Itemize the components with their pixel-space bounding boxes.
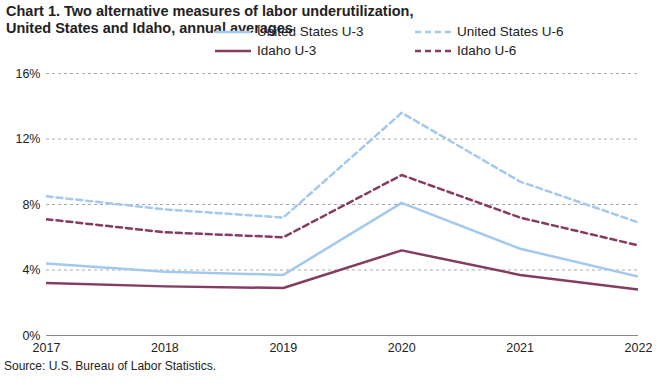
html-text:Idaho U-3: Idaho U-3 [257,43,317,58]
html-text:Idaho U-6: Idaho U-6 [457,43,517,58]
svg-text:2021: 2021 [506,341,534,355]
svg-text:2020: 2020 [388,341,416,355]
svg-text:8%: 8% [22,198,40,212]
svg-text:12%: 12% [15,132,40,146]
svg-text:0%: 0% [22,328,41,343]
svg-text:4%: 4% [22,263,40,277]
html-text:United States U-6: United States U-6 [457,24,564,39]
svg-text:2022: 2022 [625,341,653,355]
html-text:United States U-3: United States U-3 [257,24,364,39]
svg-text:16%: 16% [15,67,40,81]
html-text:Chart 1. Two alternative measu: Chart 1. Two alternative measures of lab… [6,3,414,36]
svg-text:2018: 2018 [151,341,179,355]
html-text:Source: U.S. Bureau of Labor S: Source: U.S. Bureau of Labor Statistics. [4,359,217,373]
svg-text:2019: 2019 [269,341,297,355]
svg-text:2017: 2017 [33,341,61,355]
